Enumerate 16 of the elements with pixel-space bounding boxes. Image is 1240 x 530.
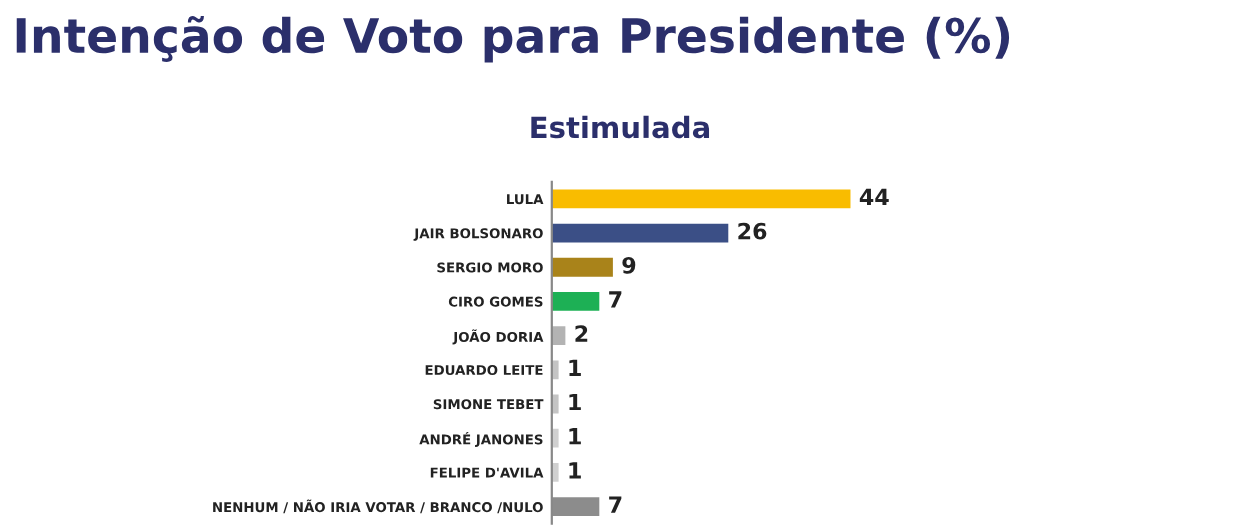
- data-label: 26: [738, 222, 767, 240]
- bar: [551, 257, 613, 277]
- data-label: 1: [569, 428, 581, 445]
- data-label: 1: [569, 393, 581, 411]
- bar: [551, 292, 600, 311]
- chart-subtitle: Estimulada: [531, 115, 710, 139]
- data-label: 7: [609, 291, 622, 308]
- data-label: 2: [575, 325, 588, 342]
- data-label: 44: [859, 188, 889, 206]
- data-label: 1: [569, 359, 581, 376]
- bar: [551, 189, 851, 209]
- bar: [551, 223, 729, 243]
- data-label: 9: [622, 256, 636, 274]
- data-label: 7: [609, 496, 622, 513]
- data-label: 1: [569, 462, 581, 479]
- chart-title: Intenção de Voto para Presidente (%): [16, 15, 1010, 63]
